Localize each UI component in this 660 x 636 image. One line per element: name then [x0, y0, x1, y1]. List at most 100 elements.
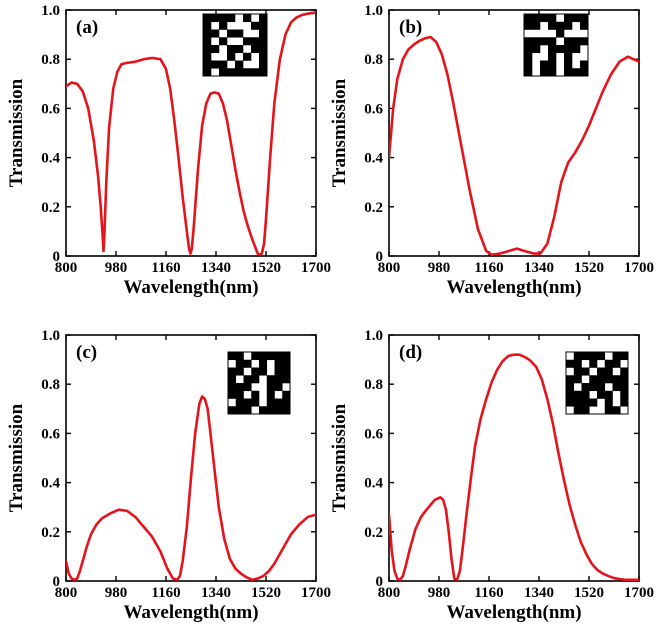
y-tick-label: 0.4: [41, 151, 60, 167]
inset-cell: [572, 45, 581, 54]
inset-cell: [566, 383, 575, 392]
inset-cell: [251, 45, 260, 54]
inset-cell: [259, 359, 268, 368]
x-tick-label: 1700: [301, 585, 331, 601]
y-tick-label: 0: [53, 249, 61, 265]
transmission-curve: [66, 11, 316, 256]
inset-cell: [251, 398, 260, 407]
x-tick-label: 1700: [624, 260, 654, 276]
inset-cell: [274, 383, 283, 392]
inset-cell: [235, 352, 244, 361]
inset-cell: [604, 406, 613, 415]
inset-cell: [566, 375, 575, 384]
plot-frame: [388, 9, 640, 257]
inset-cell: [282, 359, 291, 368]
inset-cell: [581, 383, 590, 392]
inset-cell: [235, 367, 244, 376]
inset-cell: [556, 45, 565, 54]
y-tick-label: 0.6: [41, 101, 60, 117]
inset-cell: [548, 68, 557, 77]
inset-cell: [228, 375, 237, 384]
inset-pattern: [565, 351, 629, 415]
x-axis-label: Wavelength(nm): [446, 277, 581, 298]
inset-cell: [612, 359, 621, 368]
y-axis-label: Transmission: [6, 78, 27, 187]
x-tick-label: 1160: [474, 260, 503, 276]
x-tick-label: 1700: [301, 260, 331, 276]
x-tick-label: 800: [378, 260, 401, 276]
inset-cell: [564, 37, 573, 46]
inset-cell: [524, 21, 533, 30]
inset-border: [202, 13, 268, 77]
y-tick-label: 0: [376, 249, 384, 265]
inset-cell: [259, 37, 268, 46]
inset-cell: [243, 383, 252, 392]
x-tick-label: 1160: [151, 260, 180, 276]
y-tick-label: 0.2: [41, 200, 60, 216]
inset-cell: [235, 390, 244, 399]
x-tick-label: 1700: [624, 585, 654, 601]
inset-cell: [203, 68, 212, 77]
inset-cell: [580, 14, 589, 23]
inset-cell: [540, 14, 549, 23]
inset-cell: [211, 29, 220, 38]
inset-cell: [573, 390, 582, 399]
plot-frame: [65, 9, 317, 257]
x-tick-label: 1340: [201, 260, 231, 276]
inset-cell: [274, 359, 283, 368]
inset-cell: [259, 14, 268, 23]
inset-cell: [282, 352, 291, 361]
inset-cell: [243, 398, 252, 407]
panel-a: 800 980 1160 1340 1520 1700 0 0.2 0.4 0.6 0.8 1.0 Wa…: [6, 3, 331, 298]
inset-cell: [243, 375, 252, 384]
inset-cell: [203, 45, 212, 54]
inset-cell: [566, 398, 575, 407]
inset-cell: [612, 375, 621, 384]
inset-cell: [251, 367, 260, 376]
x-tick-label: 980: [428, 260, 451, 276]
inset-cell: [259, 352, 268, 361]
inset-cell: [589, 398, 598, 407]
panel-b: 800 980 1160 1340 1520 1700 0 0.2 0.4 0.6 0.8 1.0 Wa…: [329, 3, 654, 298]
inset-cell: [572, 14, 581, 23]
inset-cell: [572, 37, 581, 46]
inset-cell: [564, 14, 573, 23]
y-tick-label: 0.8: [41, 377, 60, 393]
x-tick-label: 800: [55, 585, 78, 601]
inset-cell: [540, 60, 549, 69]
inset-cell: [235, 29, 244, 38]
inset-cell: [243, 68, 252, 77]
inset-cell: [211, 60, 220, 69]
inset-cell: [282, 390, 291, 399]
y-tick-label: 0.8: [364, 377, 383, 393]
inset-border: [523, 13, 589, 77]
x-axis-label: Wavelength(nm): [446, 602, 581, 623]
inset-cell: [597, 375, 606, 384]
inset-cell: [589, 375, 598, 384]
inset-cell: [219, 14, 228, 23]
inset-cell: [580, 21, 589, 30]
x-tick-label: 1520: [251, 585, 281, 601]
x-tick-label: 1340: [201, 585, 231, 601]
x-tick-label: 1520: [251, 260, 281, 276]
inset-cell: [581, 406, 590, 415]
inset-cell: [581, 398, 590, 407]
y-tick-label: 0: [376, 574, 384, 590]
inset-cell: [274, 398, 283, 407]
inset-pattern: [227, 351, 291, 415]
transmission-curve: [389, 35, 639, 256]
inset-cell: [573, 352, 582, 361]
inset-cell: [203, 37, 212, 46]
inset-cell: [580, 37, 589, 46]
y-tick-label: 0: [53, 574, 61, 590]
inset-cell: [564, 68, 573, 77]
inset-cell: [266, 390, 275, 399]
panel-label: (d): [399, 342, 422, 363]
y-tick-label: 1.0: [364, 328, 383, 344]
inset-cell: [235, 60, 244, 69]
panel-d: 800 980 1160 1340 1520 1700 0 0.2 0.4 0.6 0.8 1.0 Wa…: [329, 328, 654, 623]
inset-cell: [243, 14, 252, 23]
y-tick-label: 0.8: [41, 52, 60, 68]
panel-c: 800 980 1160 1340 1520 1700 0 0.2 0.4 0.6 0.8 1.0 Wa…: [6, 328, 331, 623]
inset-cell: [251, 390, 260, 399]
